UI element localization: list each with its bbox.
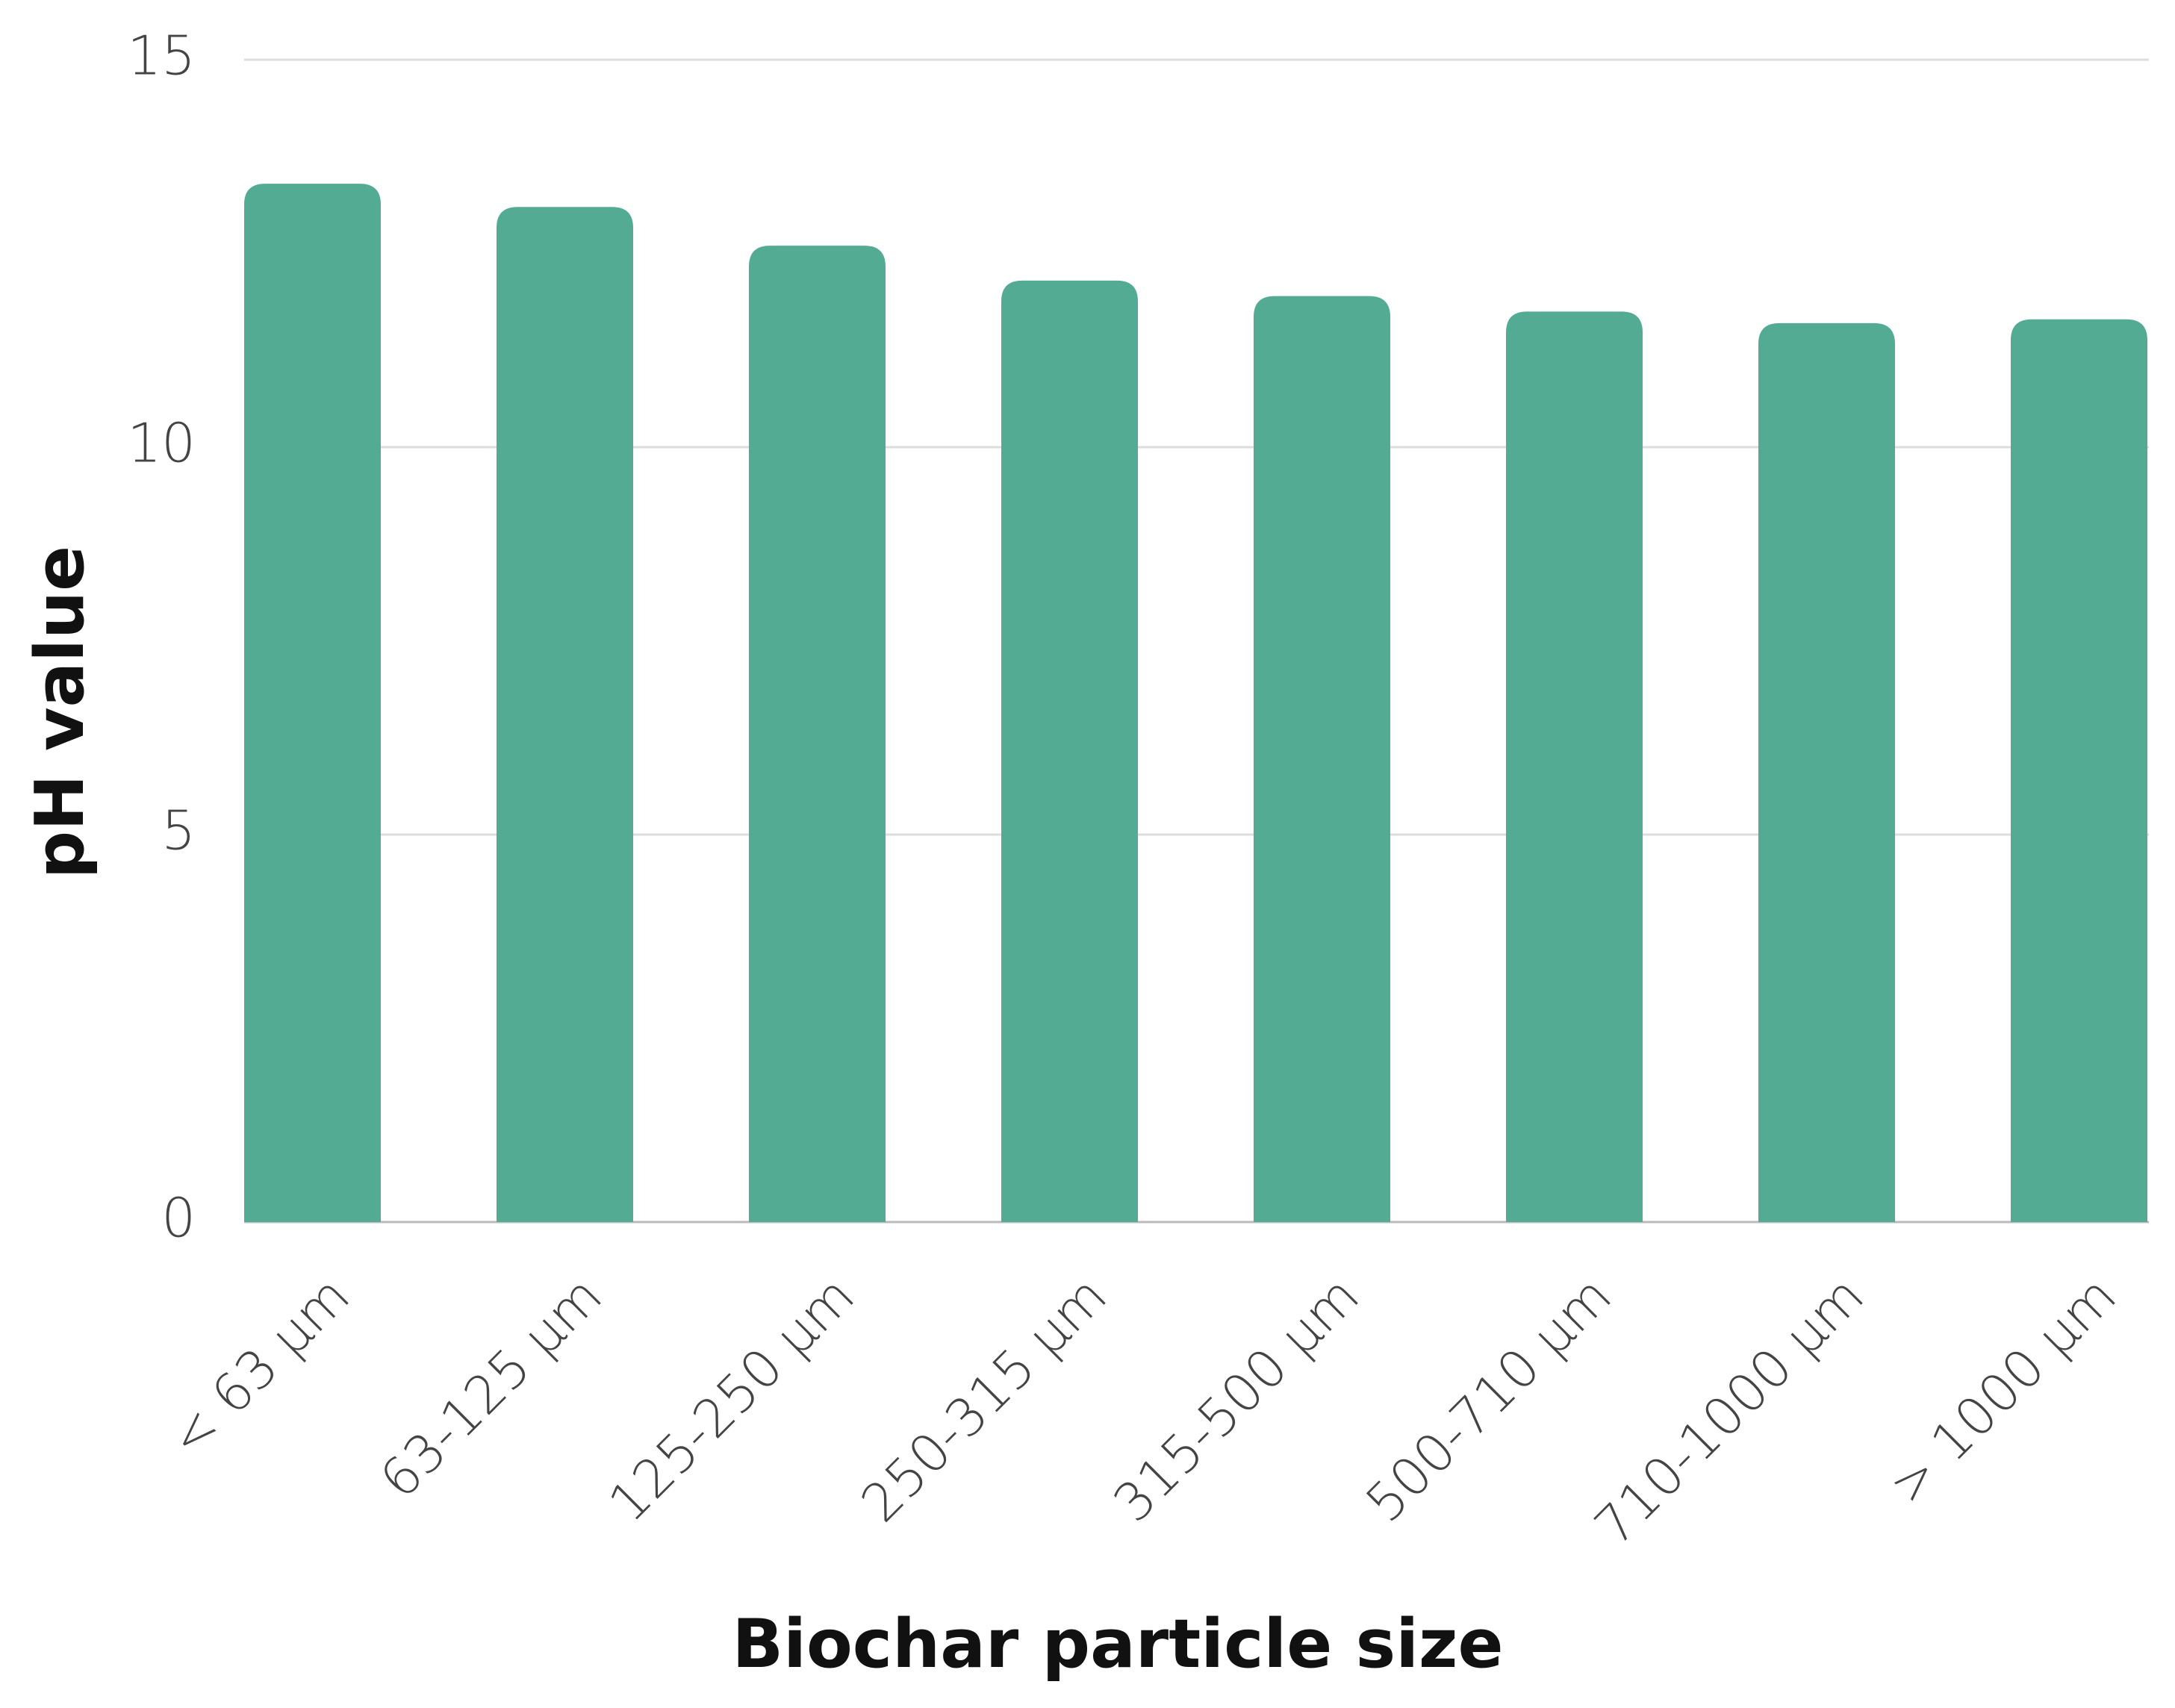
x-tick-label: 315-500 μm [1102,1265,1371,1533]
x-tick-label: > 1000 μm [1876,1265,2128,1516]
bar [1758,322,1895,1222]
x-tick-label: < 63 μm [157,1265,361,1469]
x-tick-label: 250-315 μm [850,1265,1118,1533]
bar [497,207,633,1223]
x-tick-label: 125-250 μm [597,1265,866,1533]
y-tick-label: 5 [161,800,196,862]
bar [1254,296,1390,1223]
x-tick-label: 710-1000 μm [1583,1265,1876,1557]
x-axis-title: Biochar particle size [732,1605,1504,1683]
y-tick-label: 0 [161,1187,196,1250]
y-axis-title: pH value [21,546,99,879]
x-tick-label: 500-710 μm [1354,1265,1623,1533]
bar [244,184,381,1223]
bar [1001,280,1138,1223]
y-tick-label: 15 [127,25,196,87]
bar [1506,311,1643,1223]
y-tick-label: 10 [127,412,196,475]
bar [749,246,886,1222]
bar [2011,319,2147,1223]
x-tick-label: 63-125 μm [368,1265,614,1510]
